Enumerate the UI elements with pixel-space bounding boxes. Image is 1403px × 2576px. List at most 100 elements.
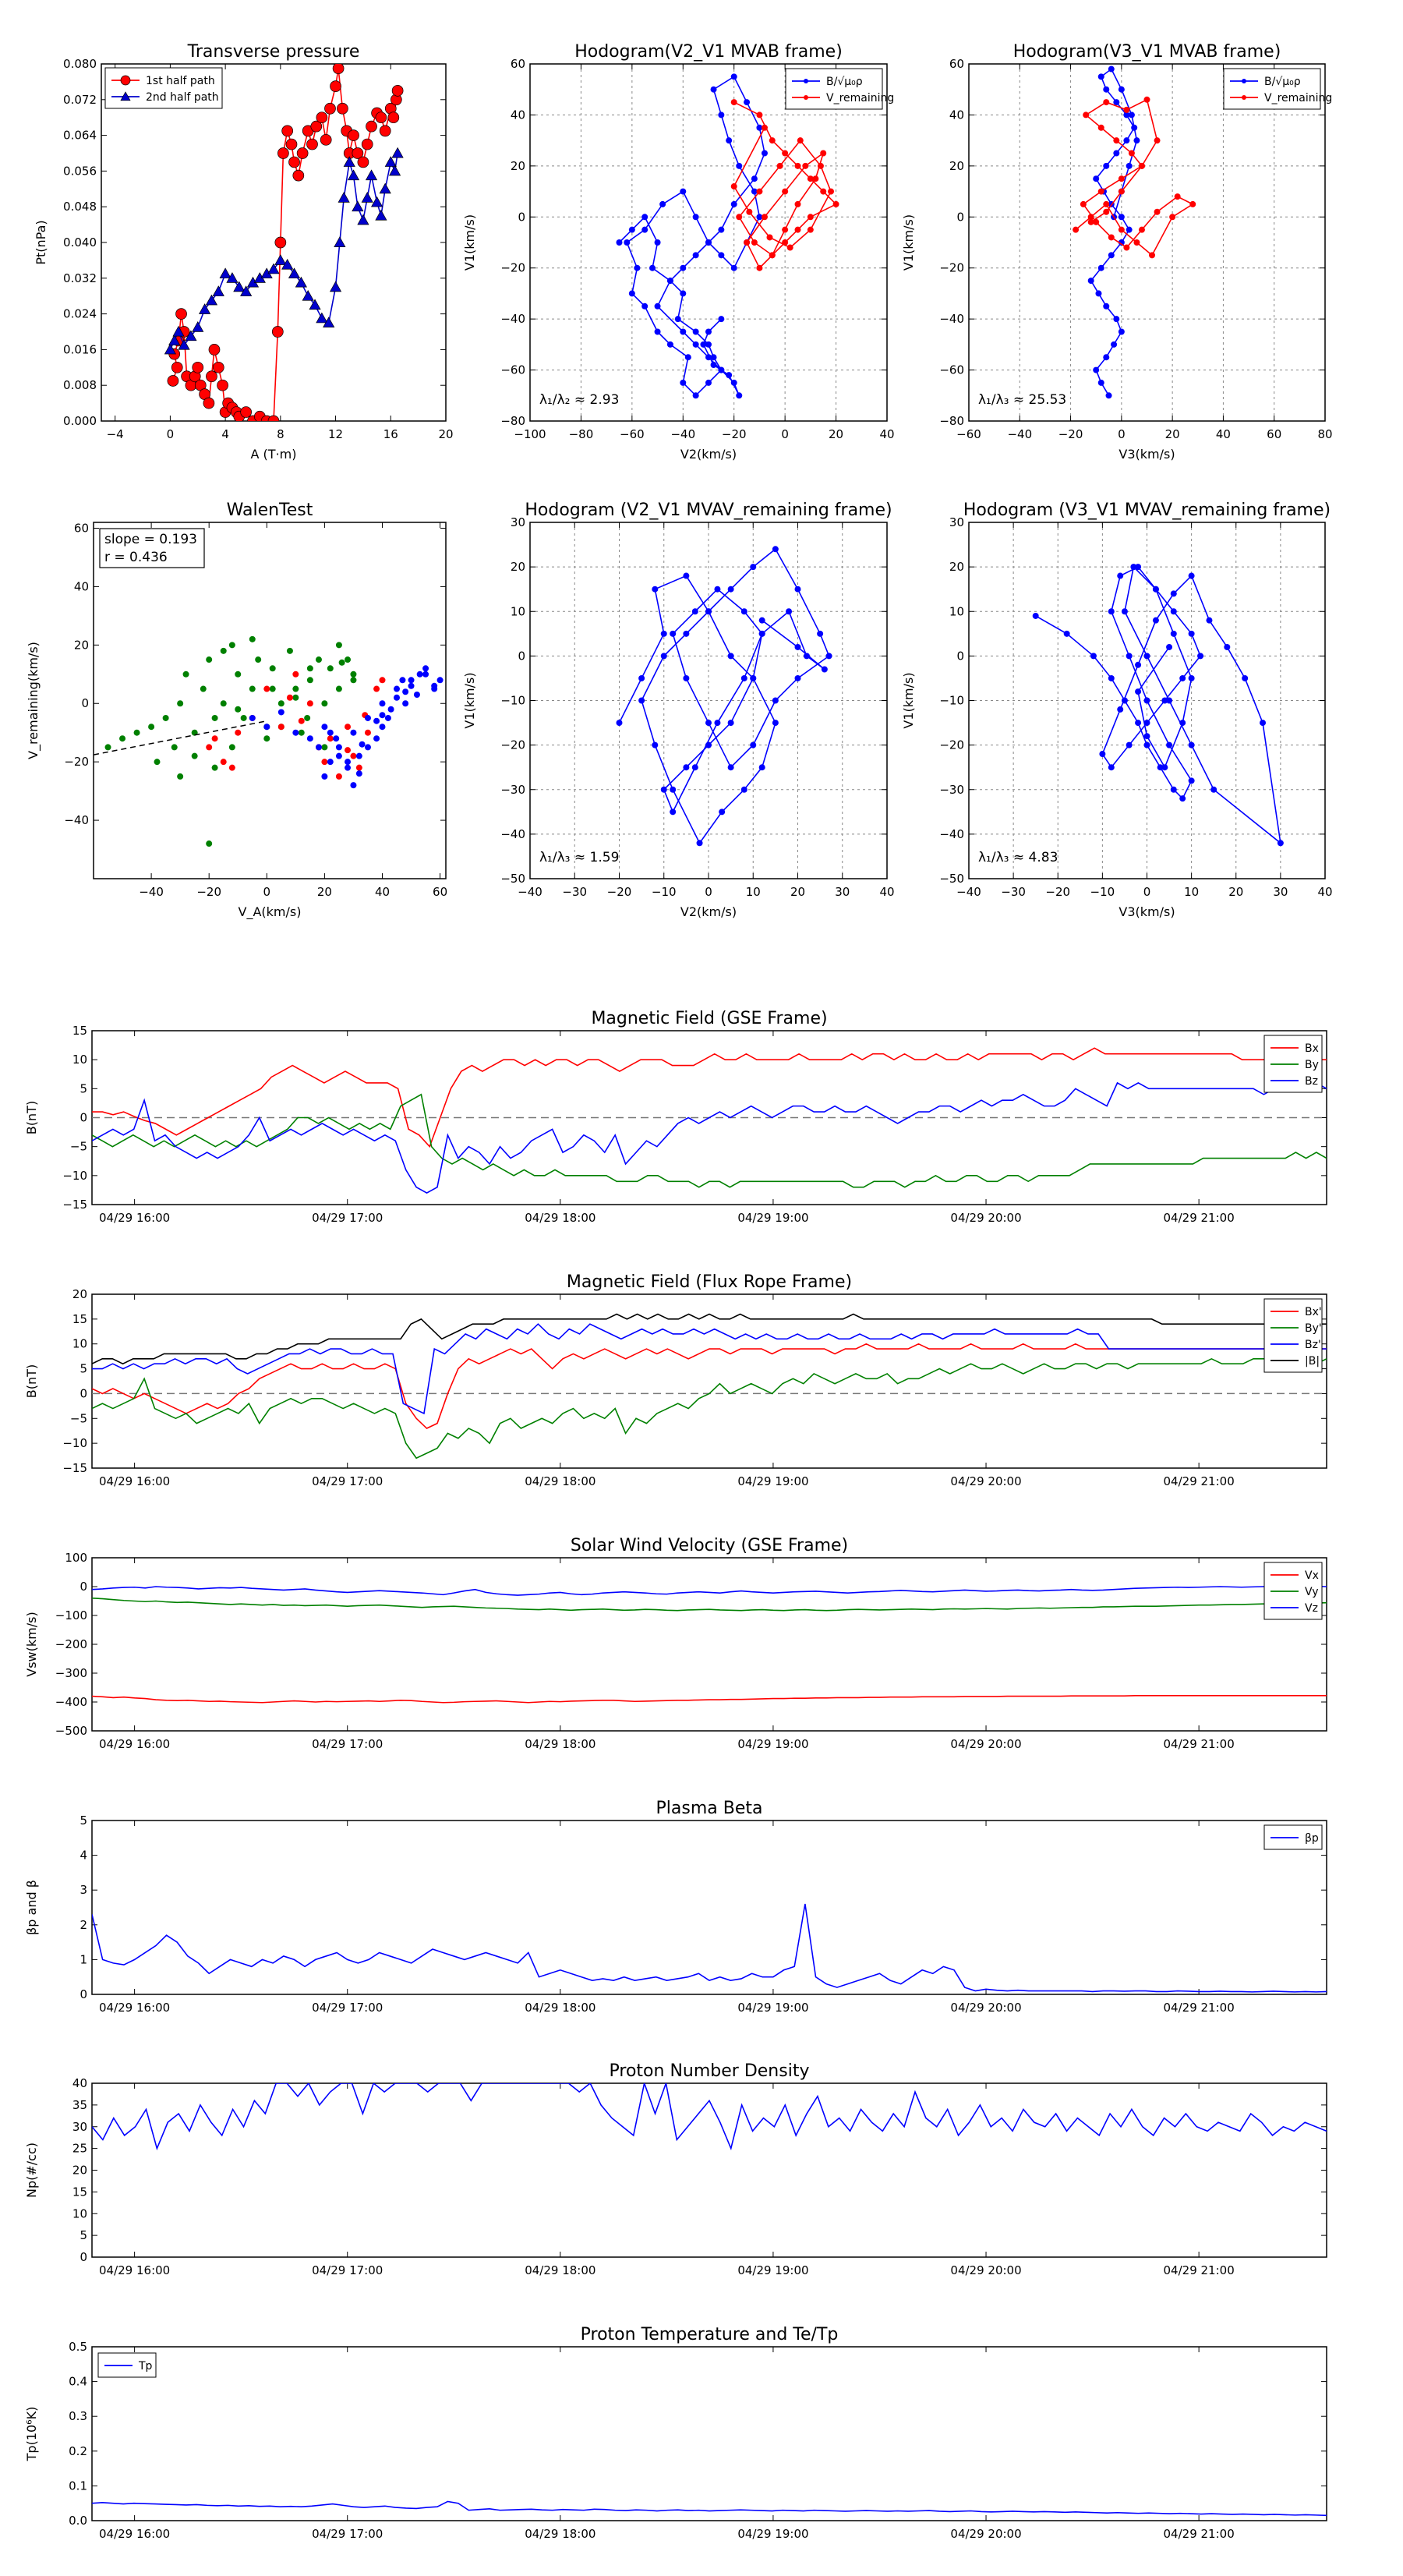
data-point bbox=[1095, 290, 1102, 297]
y-tick-label: 0.016 bbox=[63, 342, 97, 356]
y-tick-label: 20 bbox=[72, 1287, 87, 1301]
x-tick-label: 0 bbox=[1118, 427, 1126, 441]
data-point bbox=[431, 682, 438, 689]
legend-label: Bx bbox=[1305, 1042, 1319, 1055]
y-tick-label: 0 bbox=[956, 649, 964, 663]
data-point bbox=[1224, 643, 1231, 650]
data-point bbox=[1133, 239, 1140, 246]
y-tick-label: −10 bbox=[939, 694, 964, 708]
data-point bbox=[1118, 226, 1125, 233]
data-point bbox=[1170, 608, 1177, 615]
y-axis-label: Pt(nPa) bbox=[34, 220, 48, 264]
x-tick-label: −20 bbox=[196, 885, 221, 899]
y-tick-label: 0.080 bbox=[63, 57, 97, 71]
series-line bbox=[1035, 565, 1281, 845]
x-tick-label: 04/29 19:00 bbox=[737, 2001, 808, 2015]
x-tick-label: −20 bbox=[607, 885, 632, 899]
y-tick-label: 10 bbox=[949, 604, 964, 618]
data-point bbox=[680, 264, 687, 271]
data-point bbox=[1210, 786, 1217, 793]
x-tick-label: 04/29 16:00 bbox=[99, 2527, 170, 2541]
data-point bbox=[832, 200, 839, 207]
data-point bbox=[387, 706, 394, 713]
data-point bbox=[710, 362, 717, 369]
data-point bbox=[794, 586, 801, 593]
legend-label: |B| bbox=[1305, 1355, 1320, 1368]
x-tick-label: 0 bbox=[781, 427, 789, 441]
x-tick-label: 16 bbox=[383, 427, 398, 441]
legend-label: V_remaining bbox=[826, 92, 894, 104]
data-point bbox=[394, 694, 401, 701]
data-point bbox=[361, 138, 373, 150]
x-tick-label: 04/29 16:00 bbox=[99, 2001, 170, 2015]
chart-title: Proton Number Density bbox=[610, 2061, 810, 2081]
data-point bbox=[730, 379, 737, 386]
panel-tp: −4 0 4 8 12 16 20 0.000 0.008 0.016 0.024 0.032 0.04… bbox=[34, 42, 454, 462]
y-tick-label: 0.2 bbox=[69, 2444, 87, 2458]
data-point bbox=[323, 317, 335, 327]
data-point bbox=[1118, 239, 1125, 246]
plot-frame bbox=[91, 1557, 1327, 1732]
y-tick-label: −80 bbox=[500, 414, 525, 428]
x-tick-label: 04/29 17:00 bbox=[312, 2001, 383, 2015]
data-point bbox=[212, 285, 224, 296]
data-point bbox=[1080, 200, 1087, 207]
data-point bbox=[740, 674, 747, 681]
data-point bbox=[240, 406, 252, 418]
x-tick-label: 12 bbox=[328, 427, 343, 441]
x-tick-label: 04/29 21:00 bbox=[1164, 2001, 1235, 2015]
y-tick-label: 30 bbox=[511, 515, 525, 529]
data-point bbox=[1108, 608, 1115, 615]
data-point bbox=[641, 226, 648, 233]
data-point bbox=[1126, 741, 1133, 748]
y-tick-label: 5 bbox=[80, 1081, 87, 1095]
y-tick-label: −50 bbox=[500, 872, 525, 886]
y-axis-label: Np(#/cc) bbox=[24, 2143, 39, 2198]
data-point bbox=[807, 226, 814, 233]
y-tick-label: −5 bbox=[70, 1140, 87, 1154]
series-line bbox=[92, 1323, 1327, 1415]
data-point bbox=[277, 147, 289, 159]
data-point bbox=[696, 840, 703, 847]
data-point bbox=[365, 169, 378, 181]
data-point bbox=[666, 341, 673, 348]
data-point bbox=[794, 162, 801, 169]
data-point bbox=[1242, 95, 1246, 100]
stats-box bbox=[99, 528, 205, 568]
data-point bbox=[357, 156, 369, 168]
x-tick-label: 30 bbox=[835, 885, 850, 899]
data-point bbox=[206, 744, 213, 751]
data-point bbox=[817, 162, 824, 169]
data-point bbox=[1097, 379, 1104, 386]
x-tick-label: 04/29 18:00 bbox=[525, 1211, 595, 1225]
data-point bbox=[211, 714, 218, 721]
data-point bbox=[355, 770, 362, 777]
series-line bbox=[1075, 98, 1194, 257]
x-tick-label: −30 bbox=[562, 885, 587, 899]
data-point bbox=[1143, 653, 1150, 660]
x-tick-label: 04/29 20:00 bbox=[950, 2527, 1021, 2541]
x-tick-label: 04/29 16:00 bbox=[99, 2263, 170, 2277]
y-tick-label: 20 bbox=[72, 2164, 87, 2178]
x-tick-label: 04/29 18:00 bbox=[525, 2527, 595, 2541]
data-point bbox=[1108, 764, 1115, 771]
data-point bbox=[402, 700, 409, 707]
y-tick-label: −20 bbox=[64, 755, 89, 769]
y-tick-label: 0.056 bbox=[63, 164, 97, 178]
data-point bbox=[1170, 630, 1177, 637]
chart-title: Hodogram(V2_V1 MVAB frame) bbox=[574, 42, 843, 62]
data-point bbox=[654, 239, 661, 246]
data-point bbox=[641, 214, 648, 221]
data-point bbox=[413, 692, 420, 699]
data-point bbox=[825, 653, 832, 660]
legend-box bbox=[104, 67, 223, 109]
data-point bbox=[316, 111, 328, 124]
data-point bbox=[120, 75, 131, 86]
plot-frame bbox=[91, 1820, 1327, 1995]
data-point bbox=[321, 744, 328, 751]
data-point bbox=[680, 328, 687, 335]
x-axis-label: V2(km/s) bbox=[680, 447, 737, 462]
data-point bbox=[705, 379, 712, 386]
plot-frame bbox=[93, 522, 447, 879]
